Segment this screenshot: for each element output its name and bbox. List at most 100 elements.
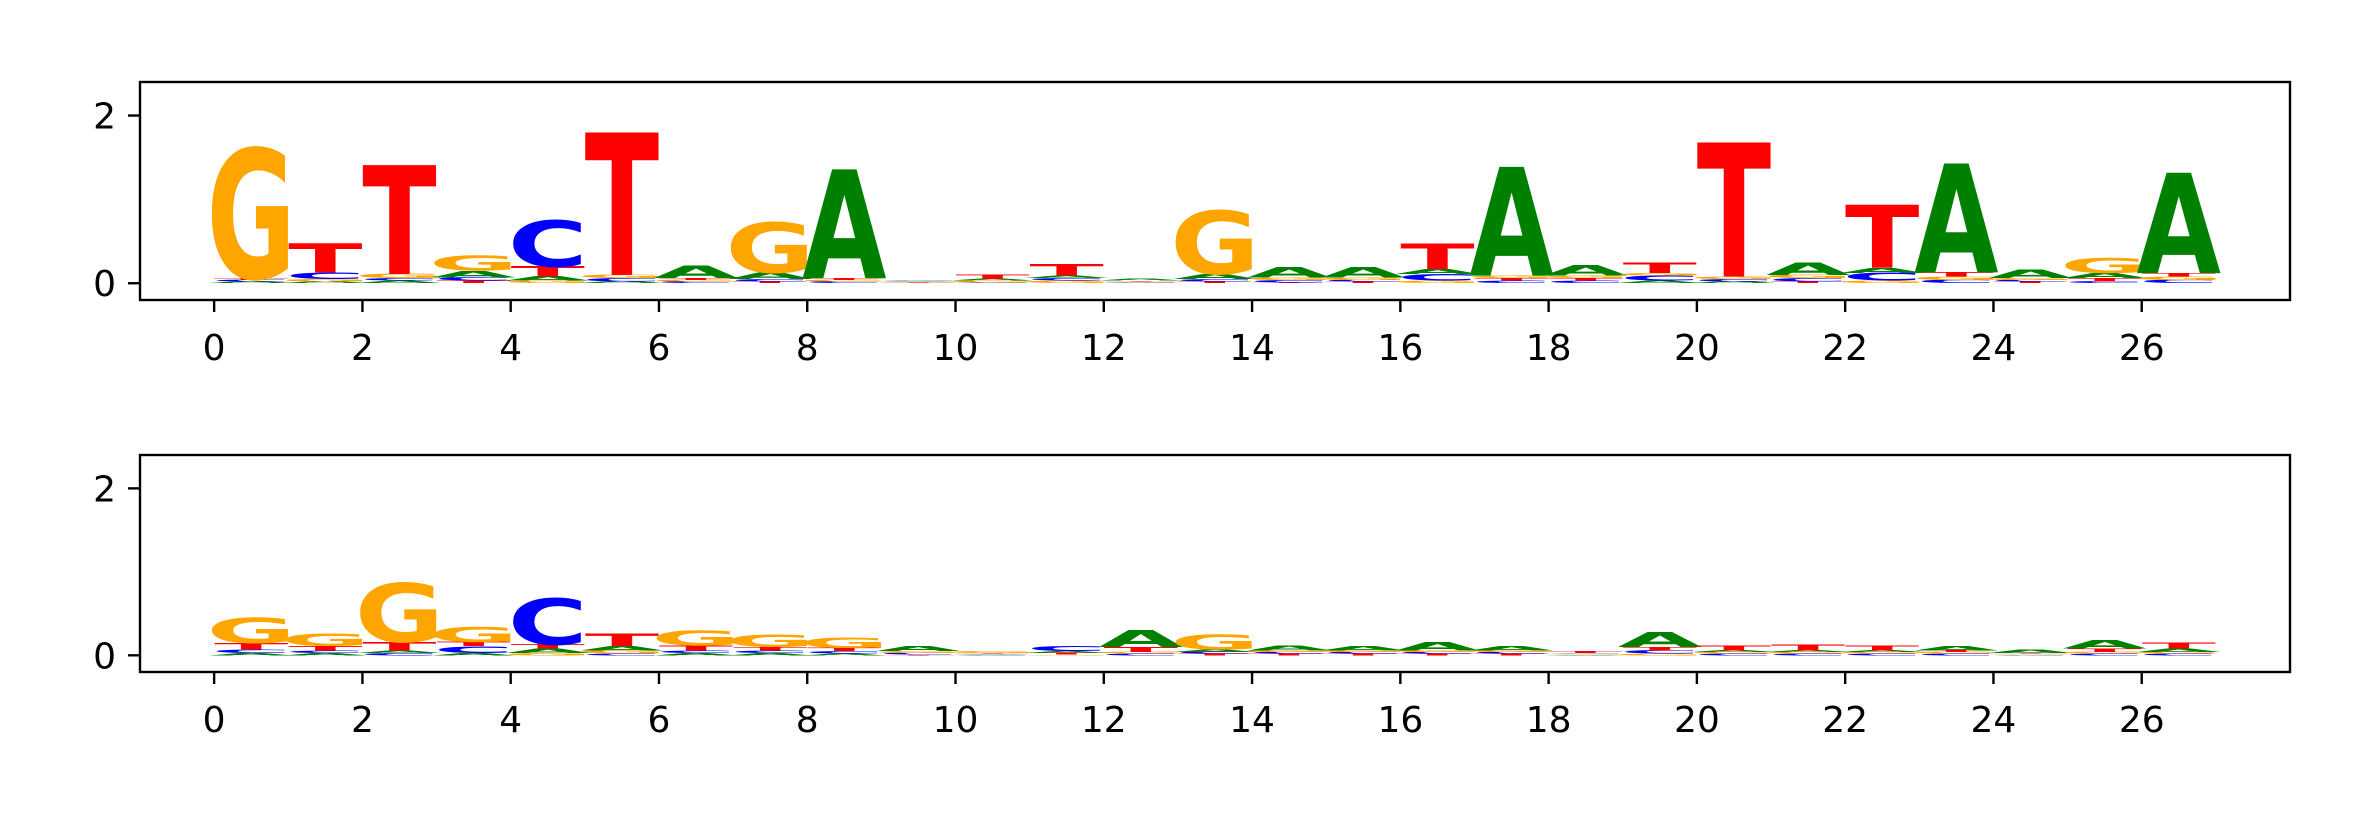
- logo-letter-G-pos-5: G: [577, 274, 667, 279]
- x-tick-label: 26: [2119, 700, 2165, 741]
- logo-letter-G-pos-0: G: [206, 611, 295, 651]
- x-tick-label: 14: [1229, 700, 1275, 741]
- logo-letter-C-pos-24: C: [1991, 654, 2071, 655]
- logo-letter-T-pos-26: T: [2142, 272, 2217, 277]
- logo-letter-A-pos-0: A: [209, 281, 294, 284]
- logo-letter-T-pos-13: T: [1178, 653, 1253, 656]
- logo-letter-G-pos-16: G: [1393, 650, 1482, 653]
- logo-letter-A-pos-5: A: [580, 645, 665, 652]
- logo-letter-G-pos-2: G: [355, 567, 444, 661]
- logo-letter-T-pos-2: T: [362, 136, 436, 310]
- logo-letter-G-pos-20: G: [1689, 652, 1778, 655]
- logo-letter-A-pos-5: A: [580, 281, 665, 284]
- logo-letter-A-pos-24: A: [1988, 649, 2073, 654]
- logo-letter-T-pos-24: T: [1993, 281, 2068, 284]
- logo-letter-A-pos-6: A: [654, 652, 739, 656]
- logo-letter-C-pos-5: C: [582, 277, 662, 282]
- logo-letter-T-pos-6: T: [659, 278, 734, 281]
- logo-letter-T-pos-3: T: [436, 641, 511, 648]
- logo-letter-G-pos-14: G: [1244, 650, 1333, 653]
- logo-letter-T-pos-2: T: [362, 640, 437, 653]
- x-tick-label: 10: [933, 700, 979, 741]
- logo-letter-C-pos-11: C: [1027, 278, 1107, 282]
- logo-letter-C-pos-6: C: [656, 650, 736, 654]
- logo-letter-C-pos-14: C: [1249, 279, 1329, 283]
- logo-letter-G-pos-15: G: [1319, 650, 1408, 653]
- logo-letter-T-pos-1: T: [288, 236, 362, 282]
- x-tick-label: 4: [499, 700, 522, 741]
- logo-letter-A-pos-16: A: [1395, 640, 1479, 653]
- logo-letter-A-pos-20: A: [1692, 650, 1777, 653]
- logo-letter-T-pos-14: T: [1252, 282, 1327, 283]
- logo-letter-T-pos-12: T: [1104, 646, 1179, 654]
- logo-letter-A-pos-13: A: [1173, 273, 1258, 281]
- logo-letter-C-pos-19: C: [1620, 649, 1700, 654]
- logo-letter-T-pos-22: T: [1845, 189, 1919, 289]
- logo-letter-G-pos-17: G: [1467, 650, 1556, 653]
- logo-letter-T-pos-11: T: [1030, 261, 1104, 280]
- x-tick-label: 6: [648, 328, 671, 369]
- logo-letter-G-pos-11: G: [1022, 280, 1111, 284]
- logo-letter-C-pos-22: C: [1842, 271, 1922, 283]
- logo-letter-T-pos-13: T: [1178, 281, 1253, 284]
- logo-letter-C-pos-3: C: [434, 644, 514, 655]
- logo-letter-G-pos-19: G: [1615, 653, 1704, 656]
- logo-letter-T-pos-20: T: [1697, 644, 1772, 652]
- logo-letter-G-pos-16: G: [1393, 280, 1482, 284]
- logo-letter-A-pos-14: A: [1247, 644, 1332, 652]
- logo-letter-G-pos-25: G: [2060, 254, 2149, 278]
- logo-letter-A-pos-26: A: [2137, 648, 2222, 653]
- logo-letter-G-pos-7: G: [725, 208, 814, 289]
- logo-letter-G-pos-3: G: [429, 623, 518, 647]
- logo-letter-C-pos-23: C: [1916, 279, 1996, 284]
- x-tick-label: 22: [1822, 700, 1868, 741]
- logo-letter-A-pos-3: A: [431, 652, 516, 656]
- logo-letter-T-pos-20: T: [1697, 106, 1771, 320]
- logo-letter-A-pos-1: A: [283, 281, 368, 284]
- y-tick-label: 0: [93, 264, 116, 305]
- logo-letter-C-pos-18: C: [1546, 653, 1626, 654]
- logo-letter-A-pos-9: A: [876, 645, 961, 653]
- logo-letter-G-pos-9: G: [874, 282, 963, 283]
- logo-letter-C-pos-20: C: [1694, 278, 1774, 282]
- logo-letter-C-pos-9: C: [878, 652, 958, 655]
- logo-letter-T-pos-19: T: [1623, 646, 1698, 651]
- logo-letter-G-pos-8: G: [800, 635, 889, 651]
- logo-letter-T-pos-17: T: [1474, 653, 1549, 656]
- logo-letter-G-pos-0: G: [206, 113, 295, 320]
- logo-letter-C-pos-9: C: [878, 280, 958, 281]
- logo-letter-A-pos-4: A: [506, 648, 591, 655]
- logo-letter-C-pos-25: C: [2065, 653, 2145, 656]
- logo-letter-T-pos-24: T: [1993, 653, 2068, 654]
- logo-letter-C-pos-15: C: [1323, 279, 1403, 282]
- logo-letter-C-pos-4: C: [508, 208, 588, 282]
- logo-letter-G-pos-25: G: [2060, 652, 2149, 655]
- logo-letter-A-pos-22: A: [1840, 267, 1925, 275]
- logo-letter-A-pos-8: A: [802, 140, 886, 314]
- logo-letter-C-pos-7: C: [730, 278, 810, 282]
- logo-letter-G-pos-3: G: [429, 251, 518, 275]
- logo-letter-A-pos-23: A: [1914, 645, 1999, 652]
- logo-letter-T-pos-21: T: [1771, 643, 1846, 652]
- logo-letter-G-pos-12: G: [1096, 652, 1185, 655]
- logo-letter-A-pos-20: A: [1692, 281, 1777, 284]
- logo-letter-C-pos-10: C: [953, 282, 1033, 283]
- logo-letter-G-pos-11: G: [1022, 654, 1111, 655]
- logo-letter-A-pos-0: A: [209, 652, 294, 656]
- logo-letter-T-pos-8: T: [807, 647, 882, 652]
- x-tick-label: 2: [351, 328, 374, 369]
- logo-letter-C-pos-3: C: [434, 276, 514, 281]
- logo-letter-T-pos-23: T: [1919, 271, 1994, 278]
- logo-letter-C-pos-5: C: [582, 653, 662, 656]
- logo-letter-A-pos-6: A: [654, 263, 739, 283]
- logo-letter-G-pos-23: G: [1912, 652, 2001, 655]
- logo-letter-T-pos-1: T: [288, 645, 363, 652]
- logo-letter-T-pos-0: T: [214, 278, 289, 281]
- logo-letter-A-pos-2: A: [357, 650, 442, 654]
- logo-letter-A-pos-23: A: [1914, 134, 1998, 308]
- x-tick-label: 12: [1081, 700, 1127, 741]
- logo-letter-C-pos-21: C: [1768, 653, 1848, 656]
- logo-letter-A-pos-14: A: [1247, 265, 1331, 281]
- x-tick-label: 16: [1377, 700, 1423, 741]
